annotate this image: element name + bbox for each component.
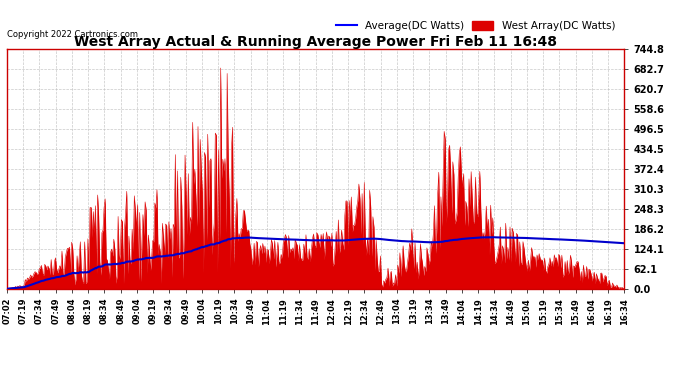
Text: Copyright 2022 Cartronics.com: Copyright 2022 Cartronics.com bbox=[7, 30, 138, 39]
Title: West Array Actual & Running Average Power Fri Feb 11 16:48: West Array Actual & Running Average Powe… bbox=[75, 35, 558, 49]
Legend: Average(DC Watts), West Array(DC Watts): Average(DC Watts), West Array(DC Watts) bbox=[332, 17, 619, 35]
